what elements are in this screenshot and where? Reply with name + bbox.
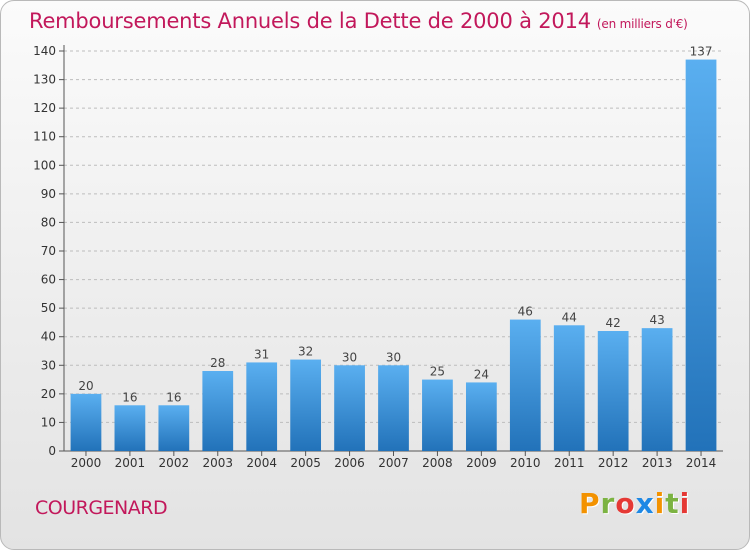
- bar-2004: [246, 362, 278, 451]
- x-tick-label: 2010: [510, 456, 541, 470]
- value-label: 42: [606, 316, 621, 330]
- value-label: 46: [518, 305, 533, 319]
- unit-note: (en milliers d'€): [596, 17, 688, 31]
- y-tick-label: 40: [41, 330, 56, 344]
- x-tick-label: 2009: [466, 456, 497, 470]
- x-tick-label: 2005: [290, 456, 321, 470]
- y-tick-label: 50: [41, 301, 56, 315]
- value-label: 31: [254, 347, 269, 361]
- value-label: 32: [298, 345, 313, 359]
- value-label: 28: [210, 356, 225, 370]
- y-tick-label: 20: [41, 387, 56, 401]
- commune-name: COURGENARD: [35, 497, 168, 519]
- y-tick-label: 60: [41, 273, 56, 287]
- bar-2009: [465, 382, 497, 451]
- x-tick-label: 2013: [642, 456, 673, 470]
- value-label: 137: [690, 45, 713, 59]
- y-tick-label: 70: [41, 244, 56, 258]
- value-label: 44: [562, 310, 577, 324]
- bar-2003: [202, 371, 234, 451]
- value-label: 16: [166, 390, 181, 404]
- y-tick-label: 140: [33, 44, 56, 58]
- y-tick-label: 130: [33, 73, 56, 87]
- y-tick-label: 90: [41, 187, 56, 201]
- x-tick-label: 2002: [159, 456, 190, 470]
- x-tick-label: 2000: [71, 456, 102, 470]
- value-label: 25: [430, 365, 445, 379]
- y-tick-label: 10: [41, 415, 56, 429]
- x-tick-label: 2003: [202, 456, 233, 470]
- proxiti-logo: Proxiti: [579, 487, 691, 520]
- x-tick-label: 2014: [686, 456, 717, 470]
- bar-2001: [114, 405, 146, 451]
- x-tick-label: 2004: [246, 456, 277, 470]
- bar-2013: [641, 328, 673, 451]
- bar-2007: [378, 365, 409, 451]
- chart-title: Remboursements Annuels de la Dette de 20…: [29, 9, 688, 33]
- value-label: 30: [386, 350, 401, 364]
- bar-2005: [290, 359, 322, 451]
- bar-2006: [334, 365, 365, 451]
- bar-2000: [70, 393, 102, 451]
- bar-2011: [553, 325, 585, 451]
- bar-2014: [685, 59, 717, 451]
- value-label: 30: [342, 350, 357, 364]
- y-tick-label: 30: [41, 358, 56, 372]
- bar-2008: [422, 379, 453, 451]
- value-label: 43: [649, 313, 664, 327]
- bar-2010: [509, 319, 541, 451]
- bar-2012: [597, 331, 629, 451]
- bar-2002: [158, 405, 190, 451]
- y-tick-label: 100: [33, 158, 56, 172]
- x-tick-label: 2006: [334, 456, 365, 470]
- value-label: 20: [78, 379, 93, 393]
- y-tick-label: 0: [48, 444, 56, 458]
- chart-title-text: Remboursements Annuels de la Dette de 20…: [29, 9, 591, 33]
- x-tick-label: 2008: [422, 456, 453, 470]
- y-tick-label: 80: [41, 215, 56, 229]
- x-tick-label: 2012: [598, 456, 629, 470]
- y-tick-label: 110: [33, 130, 56, 144]
- value-label: 16: [122, 390, 137, 404]
- x-tick-label: 2007: [378, 456, 409, 470]
- value-label: 24: [474, 367, 489, 381]
- x-tick-label: 2011: [554, 456, 585, 470]
- y-tick-label: 120: [33, 101, 56, 115]
- x-tick-label: 2001: [115, 456, 146, 470]
